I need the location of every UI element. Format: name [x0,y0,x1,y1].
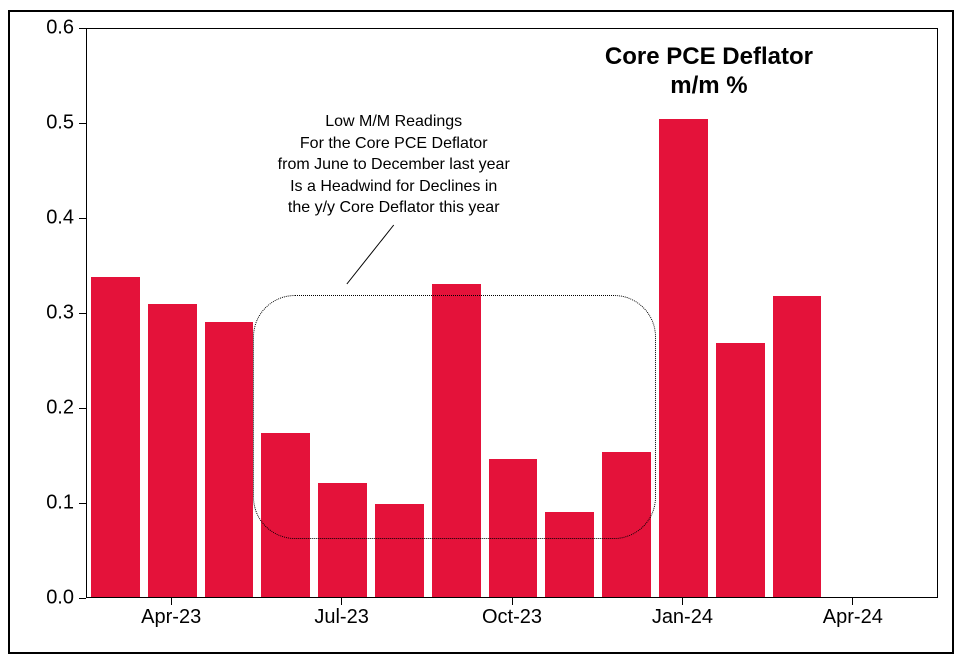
annotation-box [253,295,655,539]
y-tick-mark [79,313,86,314]
bar [91,277,140,597]
y-tick-mark [79,503,86,504]
x-tick-label: Jan-24 [652,606,713,629]
x-tick-mark [852,598,853,605]
bar [148,304,197,597]
x-tick-mark [171,598,172,605]
y-tick-mark [79,123,86,124]
bar [716,343,765,597]
y-tick-label: 0.6 [26,17,74,40]
x-tick-label: Oct-23 [482,606,542,629]
y-tick-mark [79,408,86,409]
y-tick-label: 0.0 [26,587,74,610]
y-tick-label: 0.4 [26,207,74,230]
y-tick-label: 0.2 [26,397,74,420]
y-tick-label: 0.3 [26,302,74,325]
y-tick-label: 0.1 [26,492,74,515]
bar [205,322,254,597]
x-tick-mark [682,598,683,605]
y-tick-mark [79,218,86,219]
y-tick-mark [79,28,86,29]
y-tick-label: 0.5 [26,112,74,135]
x-tick-label: Apr-23 [141,606,201,629]
x-tick-label: Jul-23 [314,606,368,629]
x-tick-mark [341,598,342,605]
x-tick-label: Apr-24 [823,606,883,629]
chart-title: Core PCE Deflator m/m % [605,43,813,101]
bar [659,119,708,597]
bar [773,296,822,597]
x-tick-mark [512,598,513,605]
annotation-text: Low M/M Readings For the Core PCE Deflat… [278,111,510,219]
y-tick-mark [79,598,86,599]
chart-plot-area: Core PCE Deflator m/m % Low M/M Readings… [86,28,938,598]
